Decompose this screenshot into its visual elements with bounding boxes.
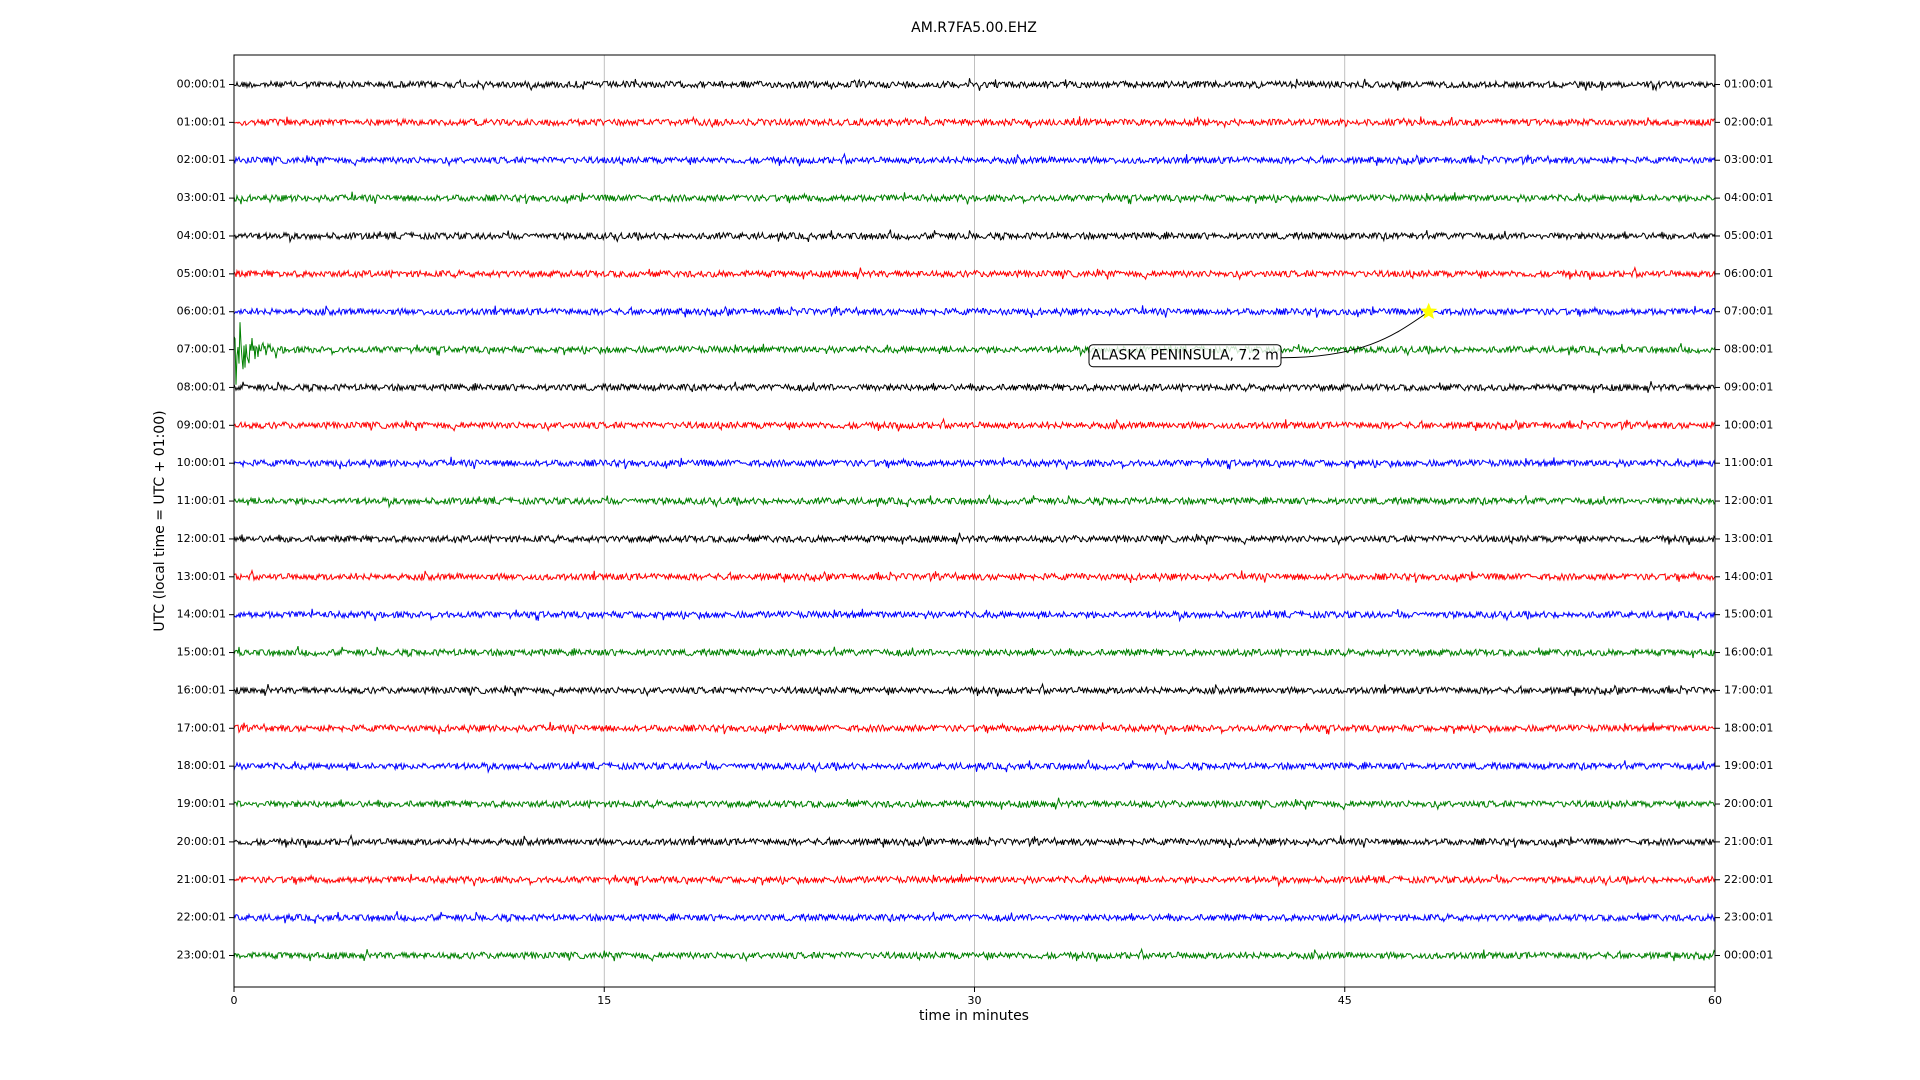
plot-frame [233,54,1716,988]
y-tick-label-right: 16:00:01 [1724,646,1773,659]
trace [233,417,1716,433]
trace [233,494,1716,509]
y-tick-label: 14:00:01 [177,608,226,621]
trace [233,608,1716,623]
y-tick-label: 20:00:01 [177,835,226,848]
chart-title: AM.R7FA5.00.EHZ [911,20,1037,36]
annotation-box [1088,344,1282,368]
y-tick-label: 09:00:01 [177,418,226,431]
trace [233,911,1716,924]
event-marker [1420,302,1438,319]
y-tick-label: 04:00:01 [177,229,226,242]
annotation-label: ALASKA PENINSULA, 7.2 m [1091,348,1279,364]
y-tick-label: 23:00:01 [177,949,226,962]
y-tick-label-right: 04:00:01 [1724,191,1773,204]
y-tick-label-right: 12:00:01 [1724,494,1773,507]
trace [233,152,1716,168]
trace [233,568,1716,584]
x-tick-label: 15 [597,994,611,1007]
trace [233,265,1716,281]
trace [233,721,1716,735]
y-tick-label-right: 11:00:01 [1724,456,1773,469]
y-tick-label-right: 00:00:01 [1724,949,1773,962]
y-tick-label-right: 22:00:01 [1724,873,1773,886]
y-tick-label-right: 15:00:01 [1724,608,1773,621]
trace [233,381,1716,394]
y-tick-label-right: 18:00:01 [1724,721,1773,734]
y-tick-label-right: 03:00:01 [1724,153,1773,166]
y-tick-label-right: 10:00:01 [1724,418,1773,431]
y-tick-label: 00:00:01 [177,78,226,91]
y-tick-label-right: 06:00:01 [1724,267,1773,280]
y-tick-label: 12:00:01 [177,532,226,545]
y-tick-label-right: 19:00:01 [1724,759,1773,772]
x-tick-label: 0 [231,994,238,1007]
x-tick-label: 45 [1338,994,1352,1007]
y-tick-label-right: 20:00:01 [1724,797,1773,810]
y-tick-label: 02:00:01 [177,153,226,166]
y-axis-label: UTC (local time = UTC + 01:00) [152,410,168,631]
trace [233,833,1716,849]
y-tick-label-right: 01:00:01 [1724,78,1773,91]
trace [233,532,1716,546]
trace [233,645,1716,659]
y-tick-label: 15:00:01 [177,646,226,659]
trace [233,873,1716,888]
y-tick-label: 01:00:01 [177,115,226,128]
y-tick-label-right: 05:00:01 [1724,229,1773,242]
y-tick-label-right: 07:00:01 [1724,305,1773,318]
y-tick-label: 18:00:01 [177,759,226,772]
y-tick-label: 11:00:01 [177,494,226,507]
trace [233,682,1716,698]
y-tick-label: 03:00:01 [177,191,226,204]
annotation-arrow [1280,311,1429,359]
x-tick-label: 30 [968,994,982,1007]
y-tick-label-right: 13:00:01 [1724,532,1773,545]
y-tick-label-right: 17:00:01 [1724,683,1773,696]
y-tick-label: 08:00:01 [177,380,226,393]
trace [233,322,1716,385]
y-tick-label: 19:00:01 [177,797,226,810]
trace [233,78,1716,92]
y-tick-label: 07:00:01 [177,343,226,356]
trace [233,115,1716,129]
trace [233,947,1716,963]
y-tick-label-right: 21:00:01 [1724,835,1773,848]
y-tick-label-right: 23:00:01 [1724,911,1773,924]
trace [233,191,1716,205]
y-tick-label: 17:00:01 [177,721,226,734]
y-tick-label: 05:00:01 [177,267,226,280]
y-tick-label-right: 08:00:01 [1724,343,1773,356]
y-tick-label-right: 14:00:01 [1724,570,1773,583]
y-tick-label: 13:00:01 [177,570,226,583]
y-tick-label: 10:00:01 [177,456,226,469]
y-tick-label-right: 02:00:01 [1724,115,1773,128]
y-tick-label-right: 09:00:01 [1724,380,1773,393]
trace [233,229,1716,244]
y-tick-label: 21:00:01 [177,873,226,886]
y-tick-label: 16:00:01 [177,683,226,696]
trace [233,305,1716,318]
y-tick-label: 22:00:01 [177,911,226,924]
y-tick-label: 06:00:01 [177,305,226,318]
trace [233,759,1716,774]
trace [233,456,1716,470]
trace [233,797,1716,811]
x-tick-label: 60 [1708,994,1722,1007]
x-axis-label: time in minutes [919,1008,1029,1024]
